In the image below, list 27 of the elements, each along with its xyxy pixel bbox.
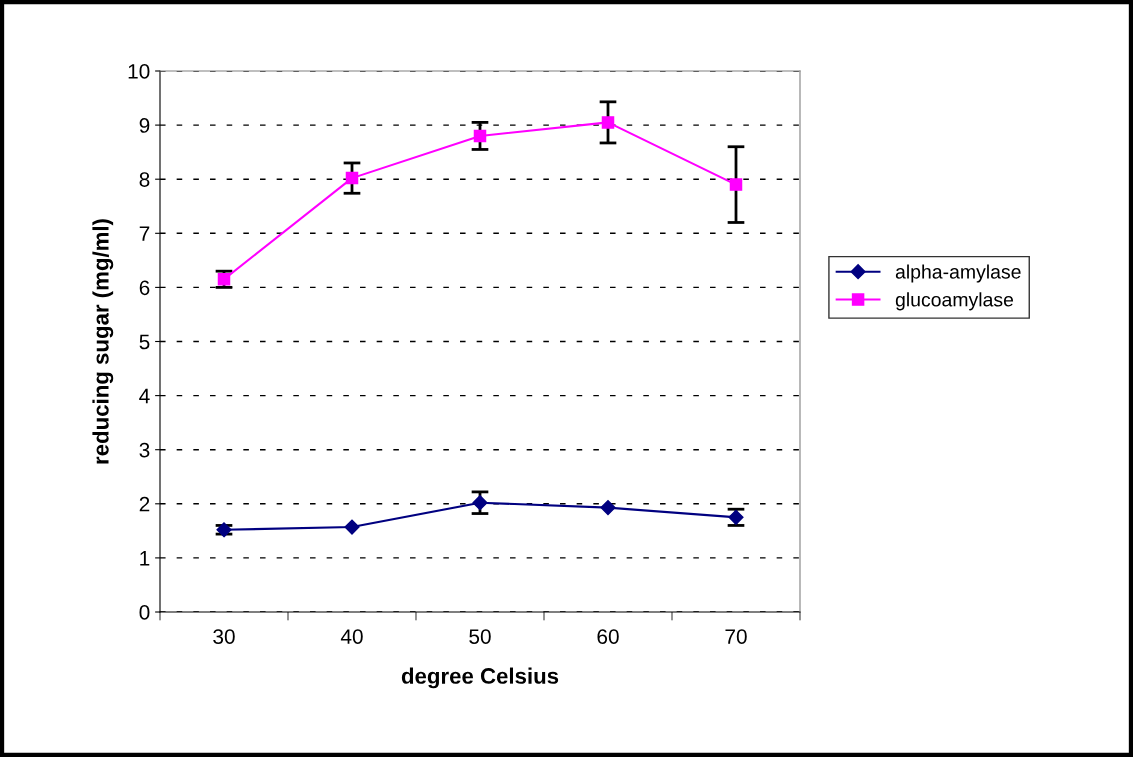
y-axis-title: reducing sugar (mg/ml) xyxy=(92,219,114,464)
y-tick-label: 5 xyxy=(139,334,150,350)
x-tick-label: 40 xyxy=(340,629,363,644)
point xyxy=(345,171,359,185)
y-tick-label: 8 xyxy=(139,172,150,187)
point xyxy=(729,178,743,191)
point xyxy=(601,116,615,129)
x-tick-label: 60 xyxy=(597,629,619,644)
legend-label: alpha-amylase xyxy=(895,264,1021,283)
point xyxy=(600,500,616,516)
y-tick-label: 3 xyxy=(139,442,150,458)
point xyxy=(473,129,487,143)
y-tick-label: 10 xyxy=(128,64,150,79)
x-axis-title: degree Celsius xyxy=(401,667,559,689)
x-tick-label: 50 xyxy=(469,629,491,644)
y-tick-label: 6 xyxy=(139,280,150,296)
y-tick-label: 0 xyxy=(139,605,150,620)
y-tick-label: 4 xyxy=(139,388,150,404)
point xyxy=(344,519,360,535)
x-tick-label: 30 xyxy=(213,629,235,644)
y-tick-label: 7 xyxy=(139,226,150,241)
point xyxy=(472,495,488,511)
y-tick-label: 9 xyxy=(139,118,150,133)
x-tick-label: 70 xyxy=(725,629,747,644)
legend-label: glucoamylase xyxy=(895,292,1014,311)
y-tick-label: 2 xyxy=(139,496,150,512)
y-tick-label: 1 xyxy=(140,551,150,566)
